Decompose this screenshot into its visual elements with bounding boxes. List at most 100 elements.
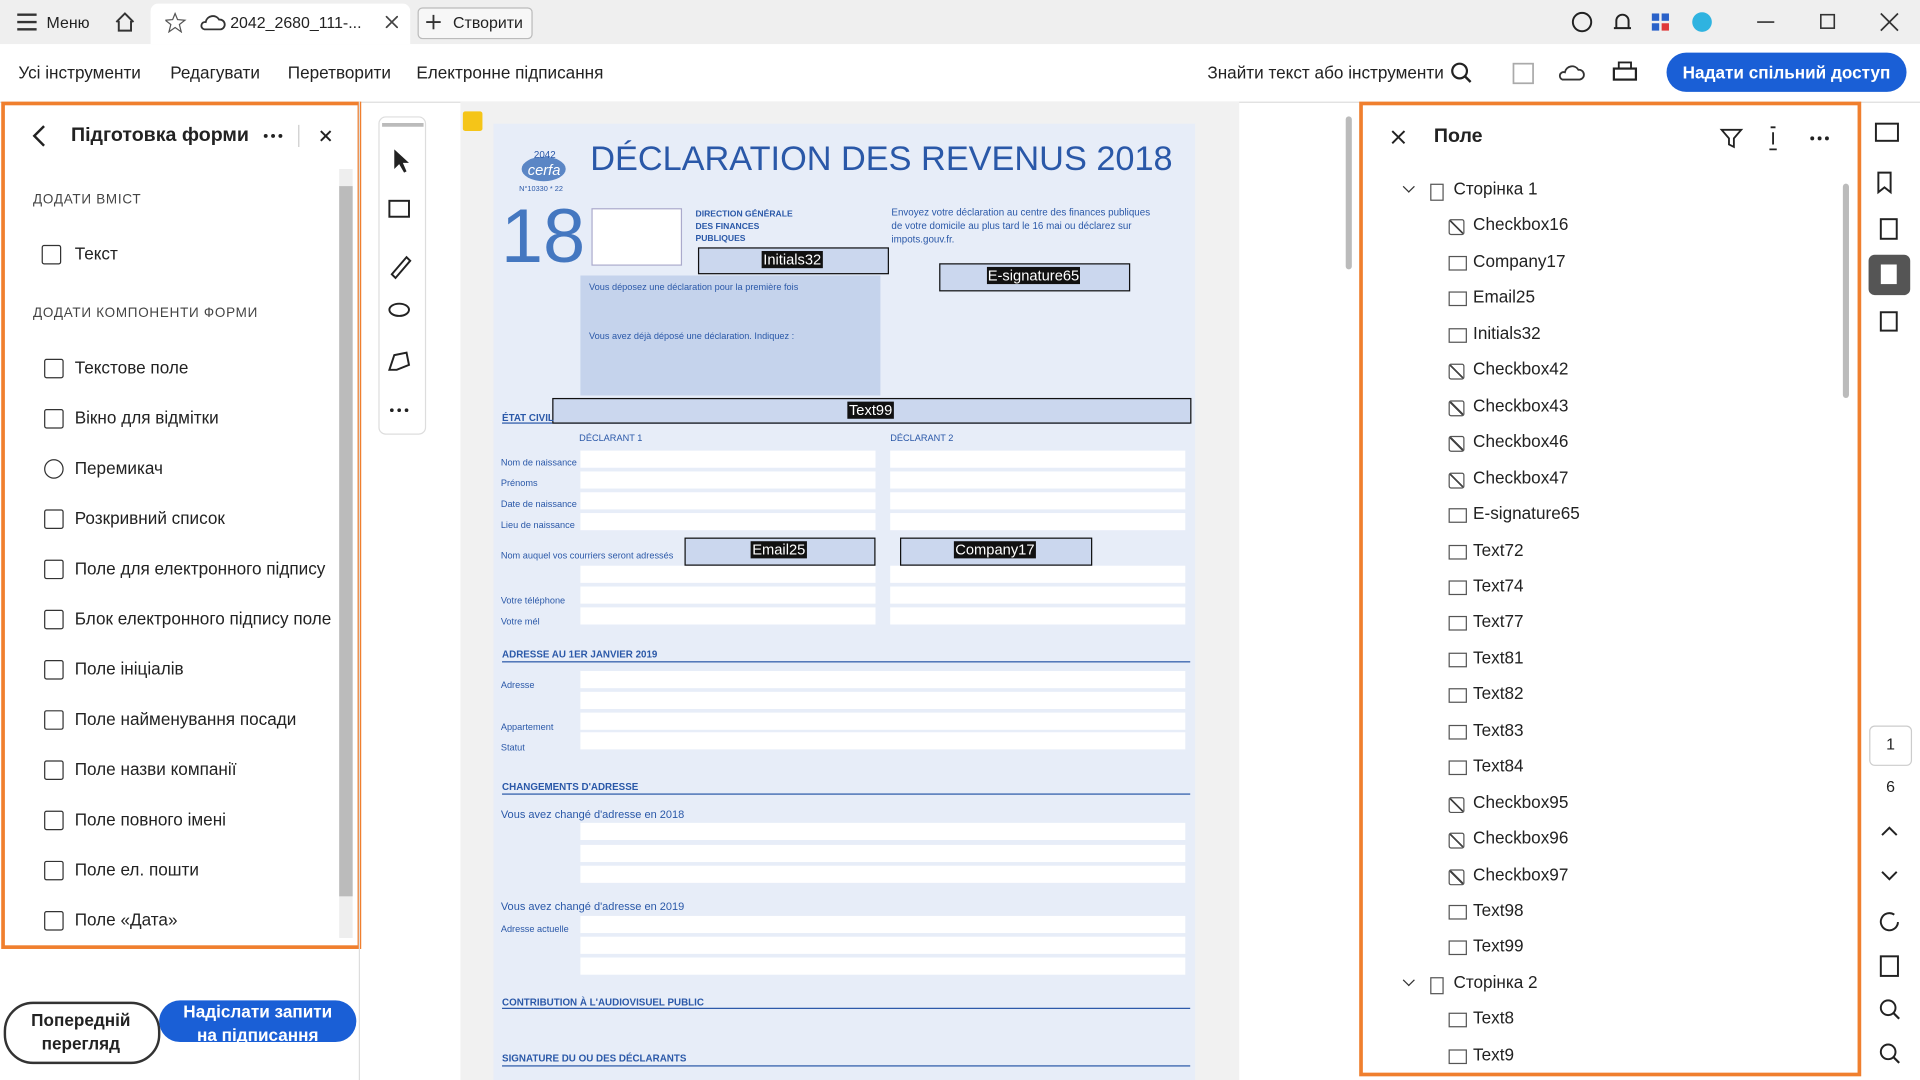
menu-item[interactable]: Усі інструменти <box>18 62 141 83</box>
page-current[interactable]: 1 <box>1886 734 1896 754</box>
component-icon <box>44 609 64 630</box>
component-item[interactable]: Поле ел. пошти <box>74 859 199 880</box>
text-field-icon <box>1448 616 1467 632</box>
cerfa-logo <box>521 156 566 182</box>
page-total: 6 <box>1886 777 1896 796</box>
tab-icons <box>165 12 226 34</box>
component-item[interactable]: Поле «Дата» <box>74 909 178 930</box>
field-item[interactable]: Checkbox43 <box>1473 395 1569 415</box>
field-item[interactable]: Text99 <box>1473 936 1524 956</box>
page-group[interactable]: Сторінка 2 <box>1453 972 1538 992</box>
comment-marker[interactable] <box>462 111 483 132</box>
section-title: ADRESSE AU 1ER JANVIER 2019 <box>502 648 658 661</box>
component-item[interactable]: Текст <box>74 243 118 264</box>
field-item[interactable]: Checkbox95 <box>1473 791 1569 812</box>
field-item[interactable]: Text82 <box>1473 683 1524 704</box>
home-icon[interactable] <box>114 11 136 33</box>
menu-item[interactable]: Редагувати <box>170 62 260 83</box>
new-tab-button[interactable] <box>417 7 533 40</box>
divider <box>358 101 361 1080</box>
component-item[interactable]: Перемикач <box>74 457 163 478</box>
input-box <box>890 450 1186 468</box>
field-item[interactable]: Text8 <box>1473 1008 1515 1028</box>
rule <box>502 661 1191 663</box>
notice: Envoyez votre déclaration au centre des … <box>891 206 1151 245</box>
doc-scrollbar[interactable] <box>1345 116 1352 270</box>
input-box <box>890 565 1186 583</box>
text-field-icon <box>1448 544 1467 559</box>
tab-close[interactable] <box>385 15 398 29</box>
rule <box>502 1007 1191 1009</box>
field-item[interactable]: Text83 <box>1473 719 1524 740</box>
tab[interactable] <box>150 3 411 45</box>
section-title: SIGNATURE DU OU DES DÉCLARANTS <box>502 1053 687 1065</box>
field-item[interactable]: Email25 <box>1473 286 1536 307</box>
input-box <box>890 471 1186 489</box>
scroll-thumb[interactable] <box>339 186 353 897</box>
section-title: ÉTAT CIVIL <box>502 412 554 424</box>
field-item[interactable]: Checkbox16 <box>1473 214 1569 235</box>
field-item[interactable]: Checkbox42 <box>1473 359 1569 379</box>
form-label: Votre téléphone <box>500 595 566 607</box>
field-item[interactable]: Text77 <box>1473 611 1524 632</box>
component-icon <box>44 760 64 781</box>
back-icon[interactable] <box>29 125 49 147</box>
menu-button[interactable]: Меню <box>46 13 90 32</box>
input-box <box>580 936 1186 954</box>
page-group[interactable]: Сторінка 1 <box>1453 178 1538 199</box>
input-box <box>580 822 1186 841</box>
preview-label: Попередній перегляд <box>31 1010 131 1054</box>
input-box <box>580 712 1186 730</box>
field-item[interactable]: Text74 <box>1473 575 1524 596</box>
send-button[interactable] <box>159 1000 357 1043</box>
plus-icon <box>426 14 441 30</box>
text-field-icon <box>1448 580 1467 596</box>
field-item[interactable]: Text72 <box>1473 539 1524 559</box>
component-icon <box>44 509 64 529</box>
component-item[interactable]: Поле найменування посади <box>74 708 297 729</box>
field-item[interactable]: Checkbox96 <box>1473 827 1569 848</box>
field-item[interactable]: Company17 <box>1473 250 1566 271</box>
field-item[interactable]: Checkbox97 <box>1473 863 1569 884</box>
section-heading: ДОДАТИ КОМПОНЕНТИ ФОРМИ <box>33 306 259 321</box>
form-label: Nom auquel vos courriers seront adressés <box>500 549 674 561</box>
component-item[interactable]: Поле для електронного підпису <box>74 558 326 578</box>
section-title: CHANGEMENTS D'ADRESSE <box>502 781 639 793</box>
input-box <box>580 844 1186 863</box>
field-item[interactable]: E-signature65 <box>1473 503 1580 523</box>
field-item[interactable]: Text81 <box>1473 647 1524 668</box>
text-field-icon <box>1448 724 1467 740</box>
marianne-logo <box>591 208 683 266</box>
field-item[interactable]: Checkbox47 <box>1473 467 1569 487</box>
component-item[interactable]: Поле ініціалів <box>74 658 184 679</box>
component-item[interactable]: Текстове поле <box>74 357 189 378</box>
search-field[interactable]: Знайти текст або інструменти <box>1207 62 1444 83</box>
component-item[interactable]: Блок електронного підпису поле <box>74 608 332 629</box>
component-item[interactable]: Поле назви компанії <box>74 759 237 779</box>
form-field-label: Company17 <box>900 541 1090 559</box>
field-item[interactable]: Text98 <box>1473 900 1524 920</box>
rule <box>502 793 1191 795</box>
component-item[interactable]: Вікно для відмітки <box>74 407 219 428</box>
form-label: Date de naissance <box>500 498 577 510</box>
scrollbar[interactable] <box>339 168 353 938</box>
menu-item[interactable]: Електронне підписання <box>416 62 604 83</box>
field-item[interactable]: Text9 <box>1473 1044 1515 1064</box>
menu-item[interactable]: Перетворити <box>287 62 391 83</box>
form-label: Vous avez changé d'adresse en 2018 <box>500 808 685 821</box>
input-box <box>580 492 876 510</box>
component-item[interactable]: Розкривний список <box>74 508 225 528</box>
send-label: Надіслати запити на підписання <box>183 1001 333 1045</box>
input-box <box>580 607 876 625</box>
preview-button[interactable] <box>3 1001 161 1065</box>
fields-scrollbar[interactable] <box>1842 183 1849 398</box>
input-box <box>890 607 1186 625</box>
field-item[interactable]: Initials32 <box>1473 323 1541 343</box>
close-icon[interactable] <box>1391 130 1406 145</box>
component-item[interactable]: Поле повного імені <box>74 809 226 829</box>
field-item[interactable]: Text84 <box>1473 755 1524 776</box>
field-item[interactable]: Checkbox46 <box>1473 431 1569 451</box>
form-label: Prénoms <box>500 477 538 489</box>
section-heading: ДОДАТИ ВМІСТ <box>33 192 142 207</box>
share-button[interactable] <box>1666 52 1907 92</box>
